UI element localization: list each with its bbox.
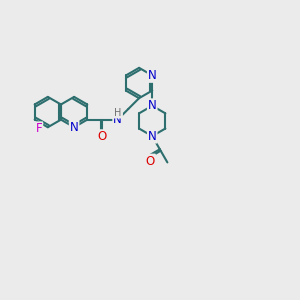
Text: N: N <box>148 69 157 82</box>
Text: F: F <box>36 122 42 135</box>
Text: N: N <box>113 113 122 126</box>
Text: N: N <box>148 130 157 142</box>
Text: O: O <box>146 154 155 168</box>
Text: N: N <box>70 121 79 134</box>
Text: H: H <box>114 108 121 118</box>
Text: N: N <box>148 99 157 112</box>
Text: O: O <box>98 130 107 143</box>
